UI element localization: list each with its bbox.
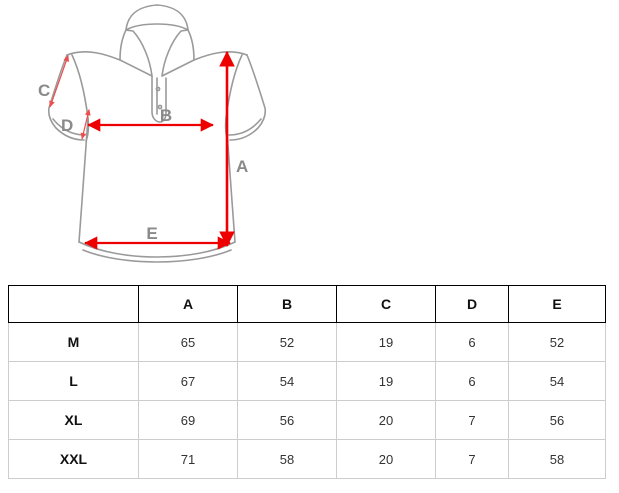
cell-a: 67 — [138, 361, 238, 401]
sleeve-right-outer — [229, 54, 267, 141]
cell-b: 56 — [237, 400, 337, 440]
header-cell-e: E — [508, 285, 606, 323]
neck-back — [125, 23, 189, 31]
cell-c: 20 — [336, 400, 436, 440]
table-row: XXL 71 58 20 7 58 — [8, 439, 606, 479]
hem-fold — [82, 249, 232, 263]
measure-line-d — [80, 108, 91, 140]
cell-a: 71 — [138, 439, 238, 479]
cell-c: 19 — [336, 361, 436, 401]
sleeve-right-cuff — [228, 118, 262, 136]
cell-size: L — [8, 361, 139, 401]
table-row: M 65 52 19 6 52 — [8, 322, 606, 362]
header-cell-a: A — [138, 285, 238, 323]
cell-b: 58 — [237, 439, 337, 479]
measure-label-e: E — [146, 224, 157, 243]
cell-d: 6 — [435, 322, 509, 362]
cell-e: 56 — [508, 400, 606, 440]
header-cell-d: D — [435, 285, 509, 323]
collar-left-leaf — [119, 29, 153, 77]
measure-line-c — [49, 54, 69, 108]
cell-b: 54 — [237, 361, 337, 401]
cell-e: 58 — [508, 439, 606, 479]
cell-a: 65 — [138, 322, 238, 362]
shoulder-left — [66, 51, 121, 61]
shoulder-right — [193, 51, 248, 61]
cell-size: XXL — [8, 439, 139, 479]
measure-label-a: A — [236, 157, 248, 176]
cell-d: 7 — [435, 439, 509, 479]
size-chart-diagram: A B C D E — [38, 4, 267, 263]
header-cell-corner — [8, 285, 139, 323]
hem-bottom — [78, 241, 236, 258]
cell-size: XL — [8, 400, 139, 440]
cell-size: M — [8, 322, 139, 362]
cell-d: 6 — [435, 361, 509, 401]
header-cell-b: B — [237, 285, 337, 323]
measure-label-d: D — [61, 116, 73, 135]
polo-shirt-illustration: A B C D E — [38, 4, 267, 263]
cell-a: 69 — [138, 400, 238, 440]
button-bottom — [157, 104, 163, 110]
armhole-left — [71, 54, 90, 142]
size-table-container: A B C D E M 65 52 19 6 52 L 67 54 19 6 — [8, 285, 606, 479]
size-table: A B C D E M 65 52 19 6 52 L 67 54 19 6 — [8, 285, 606, 479]
collar-right-leaf — [161, 29, 195, 77]
header-cell-c: C — [336, 285, 436, 323]
cell-c: 20 — [336, 439, 436, 479]
table-header-row: A B C D E — [8, 285, 606, 323]
measure-label-b: B — [160, 106, 172, 125]
table-row: L 67 54 19 6 54 — [8, 361, 606, 401]
cell-e: 52 — [508, 322, 606, 362]
cell-e: 54 — [508, 361, 606, 401]
cell-c: 19 — [336, 322, 436, 362]
measure-label-c: C — [38, 81, 50, 100]
cell-d: 7 — [435, 400, 509, 440]
table-row: XL 69 56 20 7 56 — [8, 400, 606, 440]
cell-b: 52 — [237, 322, 337, 362]
body-side-left — [78, 117, 89, 243]
collar-band — [125, 4, 189, 31]
button-top — [155, 86, 161, 92]
